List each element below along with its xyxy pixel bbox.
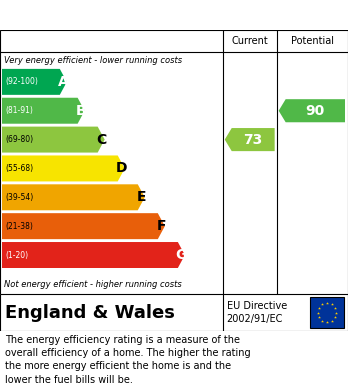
Text: C: C bbox=[96, 133, 106, 147]
Text: (1-20): (1-20) bbox=[5, 251, 28, 260]
Text: 90: 90 bbox=[306, 104, 325, 118]
Polygon shape bbox=[2, 184, 145, 210]
Bar bbox=[310, 297, 344, 328]
Text: G: G bbox=[176, 248, 187, 262]
Text: Not energy efficient - higher running costs: Not energy efficient - higher running co… bbox=[4, 280, 182, 289]
Polygon shape bbox=[2, 242, 185, 268]
Text: Very energy efficient - lower running costs: Very energy efficient - lower running co… bbox=[4, 56, 182, 65]
Polygon shape bbox=[225, 128, 275, 151]
Polygon shape bbox=[2, 127, 105, 152]
Text: (69-80): (69-80) bbox=[5, 135, 33, 144]
Text: (21-38): (21-38) bbox=[5, 222, 33, 231]
Text: A: A bbox=[58, 75, 69, 89]
Text: (92-100): (92-100) bbox=[5, 77, 38, 86]
Text: (81-91): (81-91) bbox=[5, 106, 33, 115]
Polygon shape bbox=[279, 99, 345, 122]
Text: 73: 73 bbox=[244, 133, 263, 147]
Text: Current: Current bbox=[231, 36, 268, 46]
Polygon shape bbox=[2, 98, 85, 124]
Text: F: F bbox=[157, 219, 166, 233]
Text: B: B bbox=[76, 104, 86, 118]
Text: Energy Efficiency Rating: Energy Efficiency Rating bbox=[8, 6, 237, 24]
Text: Potential: Potential bbox=[291, 36, 334, 46]
Text: EU Directive: EU Directive bbox=[227, 301, 287, 311]
Text: England & Wales: England & Wales bbox=[5, 303, 175, 321]
Polygon shape bbox=[2, 69, 67, 95]
Polygon shape bbox=[2, 213, 165, 239]
Text: D: D bbox=[116, 161, 127, 176]
Text: (55-68): (55-68) bbox=[5, 164, 33, 173]
Text: The energy efficiency rating is a measure of the
overall efficiency of a home. T: The energy efficiency rating is a measur… bbox=[5, 335, 251, 385]
Polygon shape bbox=[2, 156, 125, 181]
Text: 2002/91/EC: 2002/91/EC bbox=[227, 314, 283, 324]
Text: E: E bbox=[136, 190, 146, 204]
Text: (39-54): (39-54) bbox=[5, 193, 33, 202]
